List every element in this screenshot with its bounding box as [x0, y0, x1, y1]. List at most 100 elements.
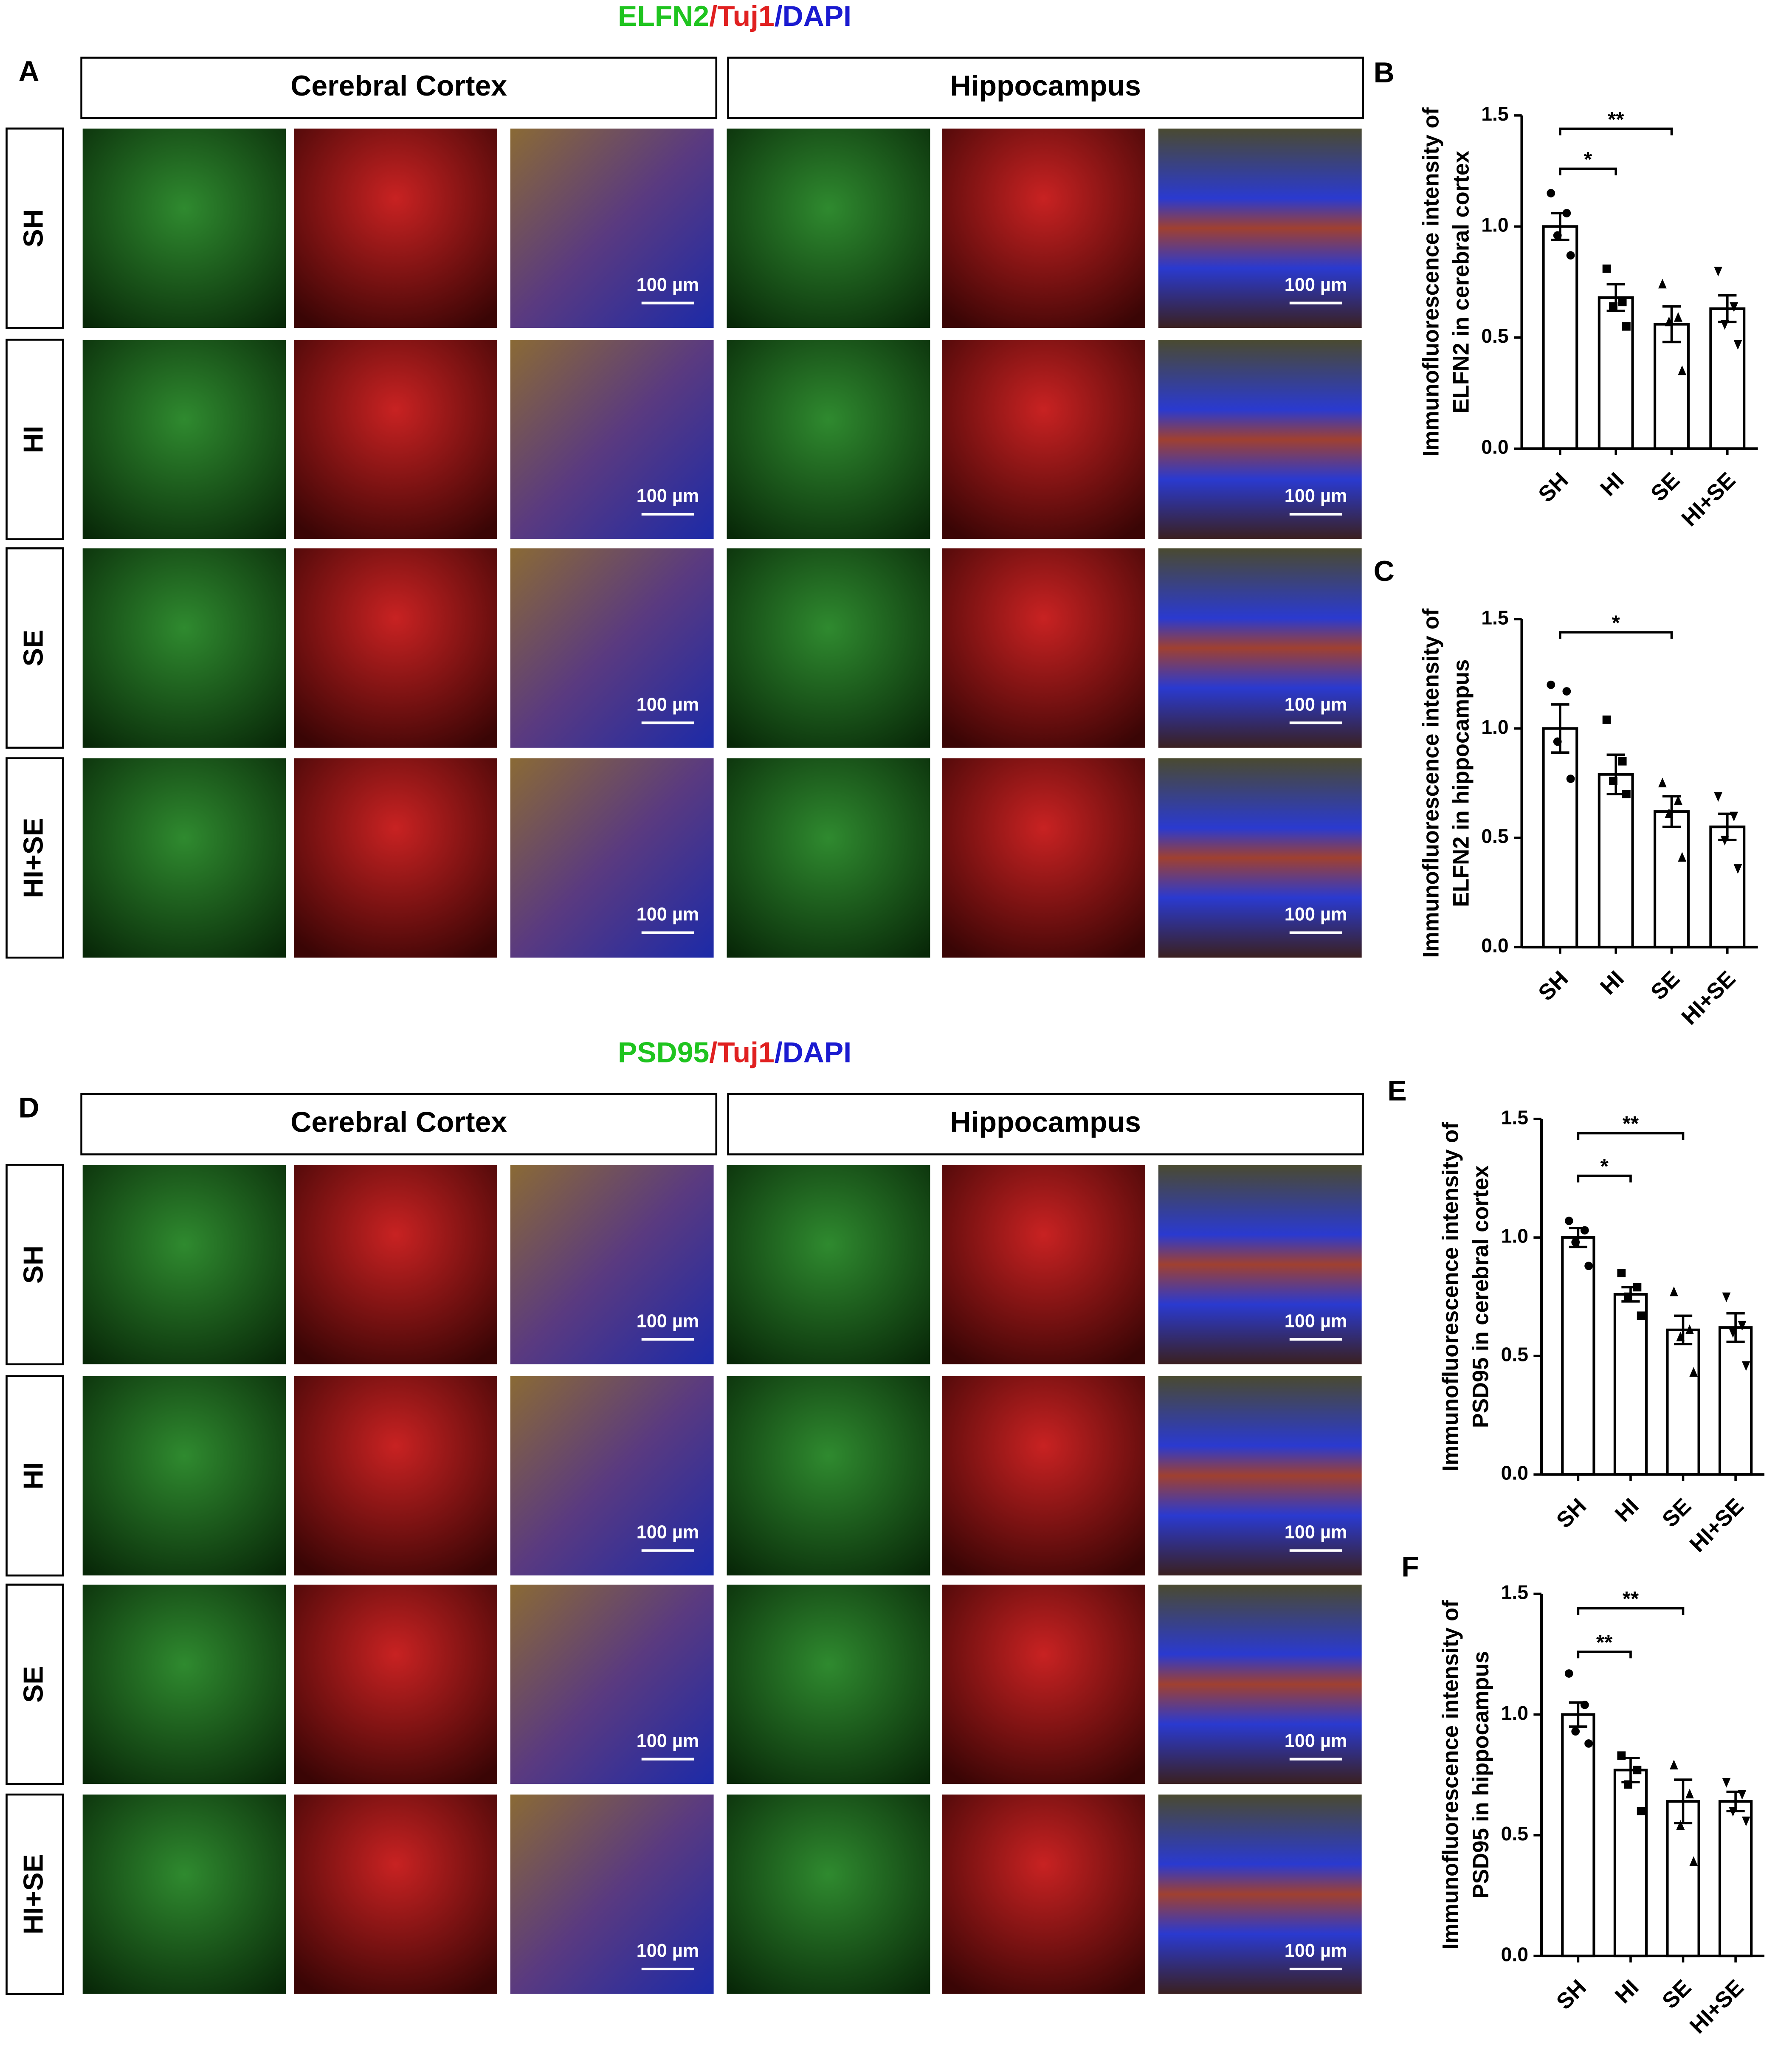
significance-label: **: [1608, 108, 1624, 131]
data-point: [1602, 716, 1611, 724]
data-point: [1741, 1361, 1750, 1371]
bar: [1561, 1236, 1595, 1476]
scale-bar-label: 100 µm: [1285, 1941, 1347, 1961]
x-tick-label: HI+SE: [1685, 1493, 1749, 1557]
data-point: [1564, 1217, 1573, 1225]
y-tick-label: 1.5: [1481, 606, 1508, 628]
y-axis-label: Immunofluorescence intensity of: [1438, 1122, 1463, 1471]
panel-letter: E: [1387, 1074, 1406, 1107]
micrograph: [510, 1795, 714, 1994]
micrograph: [294, 1165, 497, 1364]
region-header-box: [727, 1093, 1364, 1155]
significance-bracket: [1577, 1132, 1685, 1140]
data-point: [1571, 1238, 1580, 1247]
title-part: DAPI: [783, 0, 851, 32]
bar: [1666, 1800, 1700, 1958]
region-header-box: [80, 1093, 718, 1155]
bar: [1613, 1769, 1648, 1958]
data-point: [1617, 1268, 1626, 1277]
panel-title: ELFN2/Tuj1/DAPI: [618, 0, 851, 32]
data-point: [1689, 1367, 1698, 1377]
scale-bar-label: 100 µm: [1285, 1522, 1347, 1543]
micrograph: [1158, 340, 1362, 539]
data-point: [1674, 312, 1682, 322]
micrograph: [294, 340, 497, 539]
data-point: [1622, 322, 1631, 331]
x-tick-label: HI: [1595, 468, 1629, 501]
x-tick-label: HI+SE: [1676, 966, 1740, 1030]
scale-bar-label: 100 µm: [637, 1941, 699, 1961]
bar: [1561, 1713, 1595, 1958]
data-point: [1580, 1700, 1589, 1709]
significance-bracket: [1577, 1175, 1632, 1183]
micrograph: [82, 340, 286, 539]
data-point: [1658, 279, 1667, 289]
row-label: HI+SE: [18, 818, 49, 898]
micrograph: [1158, 1376, 1362, 1576]
row-label: HI: [18, 425, 49, 453]
bar: [1709, 307, 1746, 450]
micrograph: [942, 128, 1145, 328]
data-point: [1685, 1324, 1694, 1334]
micrograph: [727, 1795, 930, 1994]
significance-bracket: [1577, 1651, 1632, 1659]
micrograph: [82, 758, 286, 958]
bar-chart: F Immunofluorescence intensity of PSD95 in…: [1401, 1551, 1765, 2039]
data-point: [1741, 1816, 1750, 1826]
micrograph: [727, 1376, 930, 1576]
significance-label: *: [1600, 1155, 1609, 1178]
significance-bracket: [1559, 631, 1673, 639]
micrograph: [1158, 758, 1362, 958]
bar: [1542, 225, 1578, 450]
data-point: [1730, 302, 1738, 312]
data-point: [1623, 1292, 1632, 1301]
bar: [1598, 296, 1634, 450]
micrograph: [727, 548, 930, 748]
y-tick-label: 0.5: [1501, 1823, 1528, 1845]
data-point: [1738, 1790, 1747, 1800]
data-point: [1665, 316, 1674, 327]
panel-title: PSD95/Tuj1/DAPI: [618, 1037, 851, 1069]
micrograph: [82, 548, 286, 748]
data-point: [1689, 1856, 1698, 1866]
scale-bar-label: 100 µm: [637, 275, 699, 295]
panel-letter: A: [18, 55, 39, 87]
y-tick-label: 0.5: [1481, 325, 1508, 347]
data-point: [1729, 1328, 1737, 1338]
data-point: [1584, 1262, 1593, 1271]
data-point: [1720, 320, 1729, 330]
x-tick-label: SH: [1533, 966, 1573, 1006]
significance-label: *: [1612, 611, 1620, 635]
scale-bar-label: 100 µm: [637, 904, 699, 925]
bar: [1654, 323, 1690, 450]
region-header-box: [80, 56, 718, 119]
significance-label: **: [1623, 1112, 1639, 1135]
region-header: Hippocampus: [950, 70, 1141, 102]
row-label-box: [6, 757, 64, 959]
scale-bar-label: 100 µm: [1285, 486, 1347, 506]
micrograph: [82, 128, 286, 328]
panel-letter: C: [1374, 555, 1395, 587]
scale-bar-label: 100 µm: [1285, 1731, 1347, 1751]
significance-label: **: [1623, 1587, 1639, 1611]
data-point: [1722, 1778, 1731, 1788]
data-point: [1637, 1311, 1645, 1320]
micrograph: [294, 548, 497, 748]
data-point: [1730, 811, 1738, 822]
bar: [1613, 1293, 1648, 1476]
micrograph: [1158, 1795, 1362, 1994]
data-point: [1623, 1780, 1632, 1789]
panel-letter: B: [1374, 56, 1395, 89]
micrograph: [1158, 1165, 1362, 1364]
x-tick-label: HI: [1610, 1975, 1644, 2009]
data-point: [1658, 778, 1667, 788]
y-tick-label: 1.5: [1501, 1106, 1528, 1128]
data-point: [1670, 1286, 1678, 1296]
row-label-box: [6, 547, 64, 749]
micrograph: [727, 128, 930, 328]
region-header: Cerebral Cortex: [290, 1106, 507, 1138]
bar: [1666, 1328, 1700, 1476]
bar-chart: C Immunofluorescence intensity of ELFN2 in…: [1374, 555, 1758, 1030]
data-point: [1622, 790, 1631, 798]
panel-letter: D: [18, 1091, 39, 1124]
